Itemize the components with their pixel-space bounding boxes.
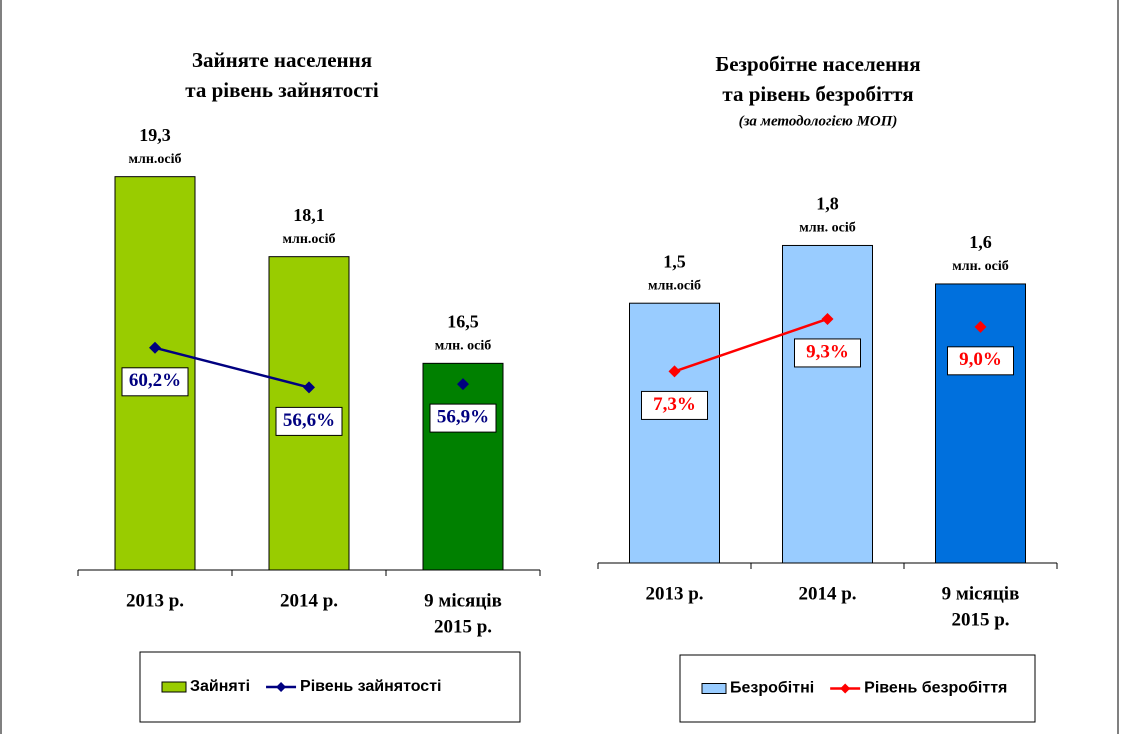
legend-marker — [840, 683, 851, 694]
x-tick-label: 2015 р. — [951, 609, 1009, 630]
line-value-label: 60,2% — [121, 367, 189, 397]
bar — [629, 302, 720, 564]
legend-label: Рівень безробіття — [864, 680, 1007, 697]
line-value-label: 56,9% — [429, 403, 497, 433]
line-value-text: 7,3% — [653, 394, 696, 415]
legend-label: Зайняті — [190, 678, 250, 695]
bar-unit-label: млн.осіб — [648, 278, 701, 293]
bar-value-label: 19,3 — [139, 125, 171, 145]
line-marker — [303, 381, 315, 394]
legend-swatch — [161, 681, 187, 693]
line-value-label: 9,0% — [947, 346, 1014, 376]
bar-value-label: 1,5 — [663, 251, 686, 271]
legend-label: Рівень зайнятості — [300, 678, 441, 695]
chart-title: Зайняте населення — [192, 48, 372, 72]
line-value-text: 56,6% — [283, 410, 335, 431]
bar-unit-label: млн.осіб — [128, 152, 181, 167]
legend-swatch — [701, 683, 727, 694]
bar-unit-label: млн. осіб — [799, 221, 856, 236]
legend-box — [139, 651, 521, 723]
x-tick-label: 2014 р. — [798, 583, 856, 604]
chart-title: та рівень зайнятості — [185, 78, 379, 102]
line — [154, 346, 310, 389]
chart-title: та рівень безробіття — [722, 82, 913, 106]
chart-subtitle: (за методологією МОП) — [739, 113, 898, 129]
x-tick-label: 2015 р. — [434, 616, 492, 637]
line — [674, 317, 828, 373]
line-marker — [149, 341, 161, 354]
bar — [422, 362, 504, 571]
label-box — [121, 367, 189, 397]
line-value-text: 56,9% — [437, 406, 489, 427]
label-box — [794, 338, 861, 368]
line-marker — [668, 365, 681, 378]
bar-value-label: 18,1 — [293, 205, 325, 225]
line-value-label: 7,3% — [641, 390, 708, 420]
bar-unit-label: млн. осіб — [435, 339, 492, 354]
bar-value-label: 16,5 — [447, 311, 479, 331]
line-value-label: 56,6% — [275, 406, 343, 436]
line-value-text: 9,3% — [806, 341, 849, 362]
label-box — [275, 406, 343, 436]
chart-title: Безробітне населення — [715, 52, 920, 76]
x-tick-label: 2013 р. — [645, 583, 703, 604]
bar — [782, 244, 873, 564]
bar-unit-label: млн. осіб — [952, 259, 1009, 274]
label-box — [947, 346, 1014, 376]
line-value-label: 9,3% — [794, 338, 861, 368]
x-tick-label: 9 місяців — [942, 583, 1020, 604]
x-tick-label: 9 місяців — [424, 590, 502, 611]
line-value-text: 9,0% — [959, 349, 1002, 370]
bar-value-label: 1,8 — [816, 194, 839, 214]
label-box — [429, 403, 497, 433]
x-tick-label: 2014 р. — [280, 590, 338, 611]
label-box — [641, 390, 708, 420]
line-marker — [821, 312, 834, 325]
bar-value-label: 1,6 — [969, 232, 992, 252]
line-marker — [457, 378, 469, 391]
line-value-text: 60,2% — [129, 370, 181, 391]
x-tick-label: 2013 р. — [126, 590, 184, 611]
line-marker — [974, 320, 987, 333]
bar-unit-label: млн.осіб — [282, 232, 335, 247]
legend-label: Безробітні — [730, 680, 814, 697]
legend-marker — [276, 682, 287, 692]
